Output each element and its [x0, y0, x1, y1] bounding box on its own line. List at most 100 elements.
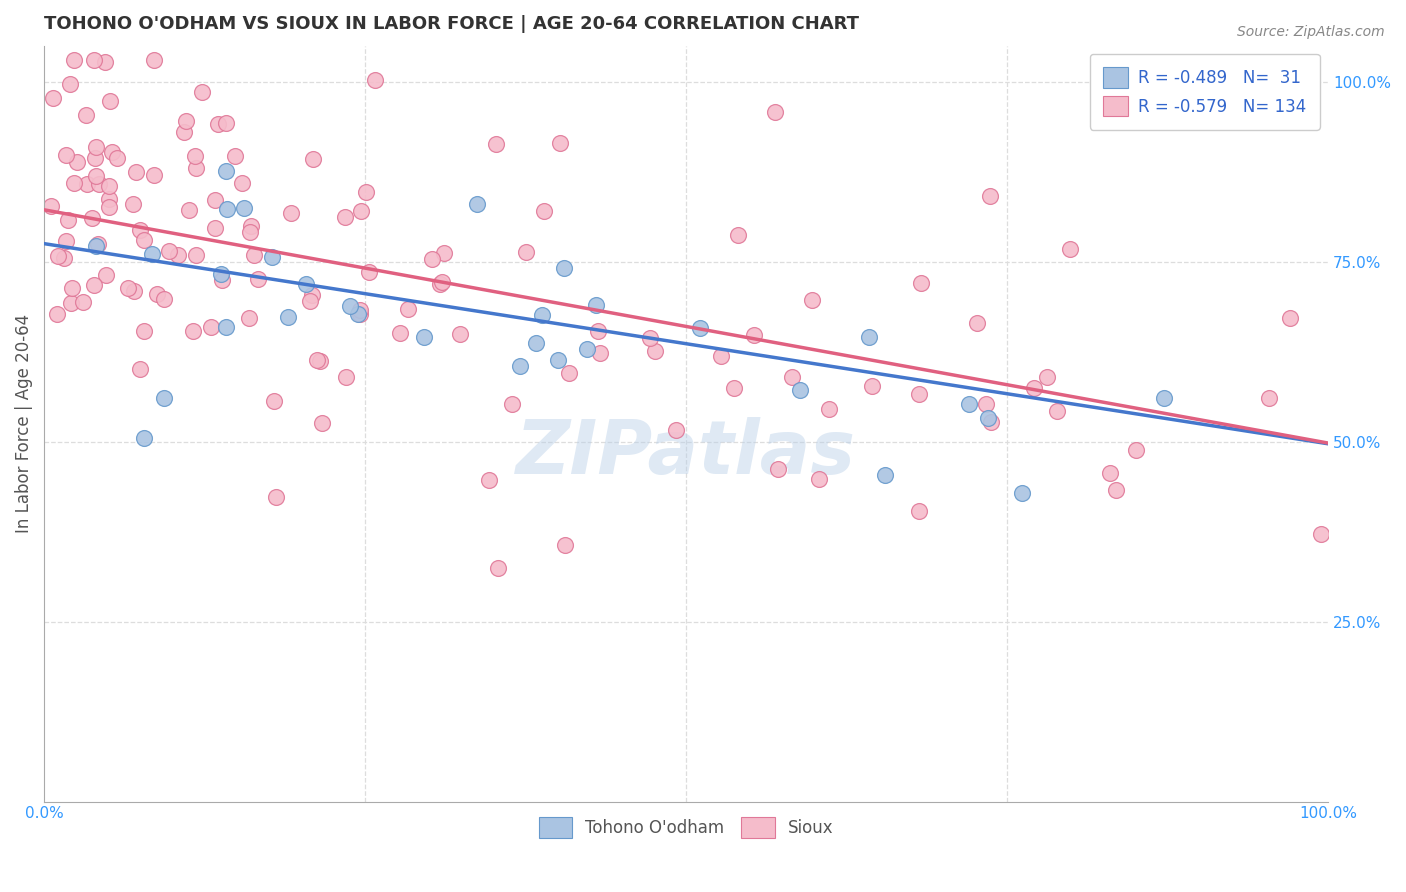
- Point: [231, 176, 253, 190]
- Point: [66, 155, 89, 169]
- Point: [60, 296, 83, 310]
- Point: [246, 271, 269, 285]
- Point: [710, 349, 733, 363]
- Point: [1045, 403, 1067, 417]
- Point: [335, 369, 357, 384]
- Point: [87, 177, 110, 191]
- Point: [243, 248, 266, 262]
- Point: [62, 281, 84, 295]
- Point: [873, 467, 896, 482]
- Point: [263, 394, 285, 409]
- Point: [179, 203, 201, 218]
- Point: [742, 327, 765, 342]
- Point: [121, 196, 143, 211]
- Point: [780, 369, 803, 384]
- Point: [96, 268, 118, 282]
- Point: [485, 136, 508, 151]
- Point: [143, 53, 166, 67]
- Point: [97, 193, 120, 207]
- Point: [98, 94, 121, 108]
- Point: [308, 353, 330, 368]
- Point: [350, 203, 373, 218]
- Point: [509, 359, 531, 373]
- Point: [1258, 391, 1281, 405]
- Point: [420, 252, 443, 266]
- Point: [1036, 370, 1059, 384]
- Point: [146, 287, 169, 301]
- Point: [433, 246, 456, 260]
- Point: [766, 462, 789, 476]
- Point: [723, 380, 745, 394]
- Point: [174, 114, 197, 128]
- Point: [207, 117, 229, 131]
- Point: [204, 220, 226, 235]
- Point: [55, 148, 77, 162]
- Point: [974, 397, 997, 411]
- Point: [585, 298, 607, 312]
- Point: [215, 202, 238, 217]
- Point: [524, 335, 547, 350]
- Point: [862, 379, 884, 393]
- Point: [209, 267, 232, 281]
- Point: [1011, 486, 1033, 500]
- Point: [413, 330, 436, 344]
- Point: [94, 54, 117, 69]
- Point: [1104, 483, 1126, 497]
- Point: [789, 383, 811, 397]
- Point: [262, 250, 284, 264]
- Point: [128, 361, 150, 376]
- Point: [550, 136, 572, 150]
- Point: [349, 302, 371, 317]
- Text: TOHONO O'ODHAM VS SIOUX IN LABOR FORCE | AGE 20-64 CORRELATION CHART: TOHONO O'ODHAM VS SIOUX IN LABOR FORCE |…: [44, 15, 859, 33]
- Point: [132, 431, 155, 445]
- Point: [432, 275, 454, 289]
- Point: [349, 307, 371, 321]
- Point: [305, 353, 328, 368]
- Point: [533, 204, 555, 219]
- Point: [558, 366, 581, 380]
- Point: [1099, 467, 1122, 481]
- Point: [817, 401, 839, 416]
- Point: [86, 139, 108, 153]
- Point: [588, 346, 610, 360]
- Legend: Tohono O'odham, Sioux: Tohono O'odham, Sioux: [530, 809, 842, 847]
- Point: [486, 561, 509, 575]
- Point: [117, 281, 139, 295]
- Point: [467, 197, 489, 211]
- Point: [184, 248, 207, 262]
- Point: [347, 307, 370, 321]
- Point: [339, 299, 361, 313]
- Point: [97, 178, 120, 193]
- Point: [553, 261, 575, 276]
- Point: [449, 326, 471, 341]
- Point: [644, 343, 666, 358]
- Point: [232, 202, 254, 216]
- Point: [76, 178, 98, 192]
- Point: [311, 417, 333, 431]
- Point: [277, 310, 299, 324]
- Text: ZIPatlas: ZIPatlas: [516, 417, 856, 491]
- Point: [638, 331, 661, 345]
- Text: Source: ZipAtlas.com: Source: ZipAtlas.com: [1237, 25, 1385, 39]
- Point: [58, 213, 80, 227]
- Point: [966, 316, 988, 330]
- Point: [84, 169, 107, 183]
- Point: [979, 188, 1001, 202]
- Point: [808, 472, 831, 486]
- Point: [84, 151, 107, 165]
- Point: [215, 164, 238, 178]
- Point: [87, 237, 110, 252]
- Point: [200, 320, 222, 334]
- Point: [478, 473, 501, 487]
- Point: [72, 294, 94, 309]
- Point: [1024, 381, 1046, 395]
- Point: [1059, 243, 1081, 257]
- Point: [302, 153, 325, 167]
- Point: [80, 211, 103, 225]
- Point: [980, 415, 1002, 429]
- Point: [280, 206, 302, 220]
- Point: [333, 210, 356, 224]
- Point: [240, 219, 263, 234]
- Point: [46, 249, 69, 263]
- Point: [39, 199, 62, 213]
